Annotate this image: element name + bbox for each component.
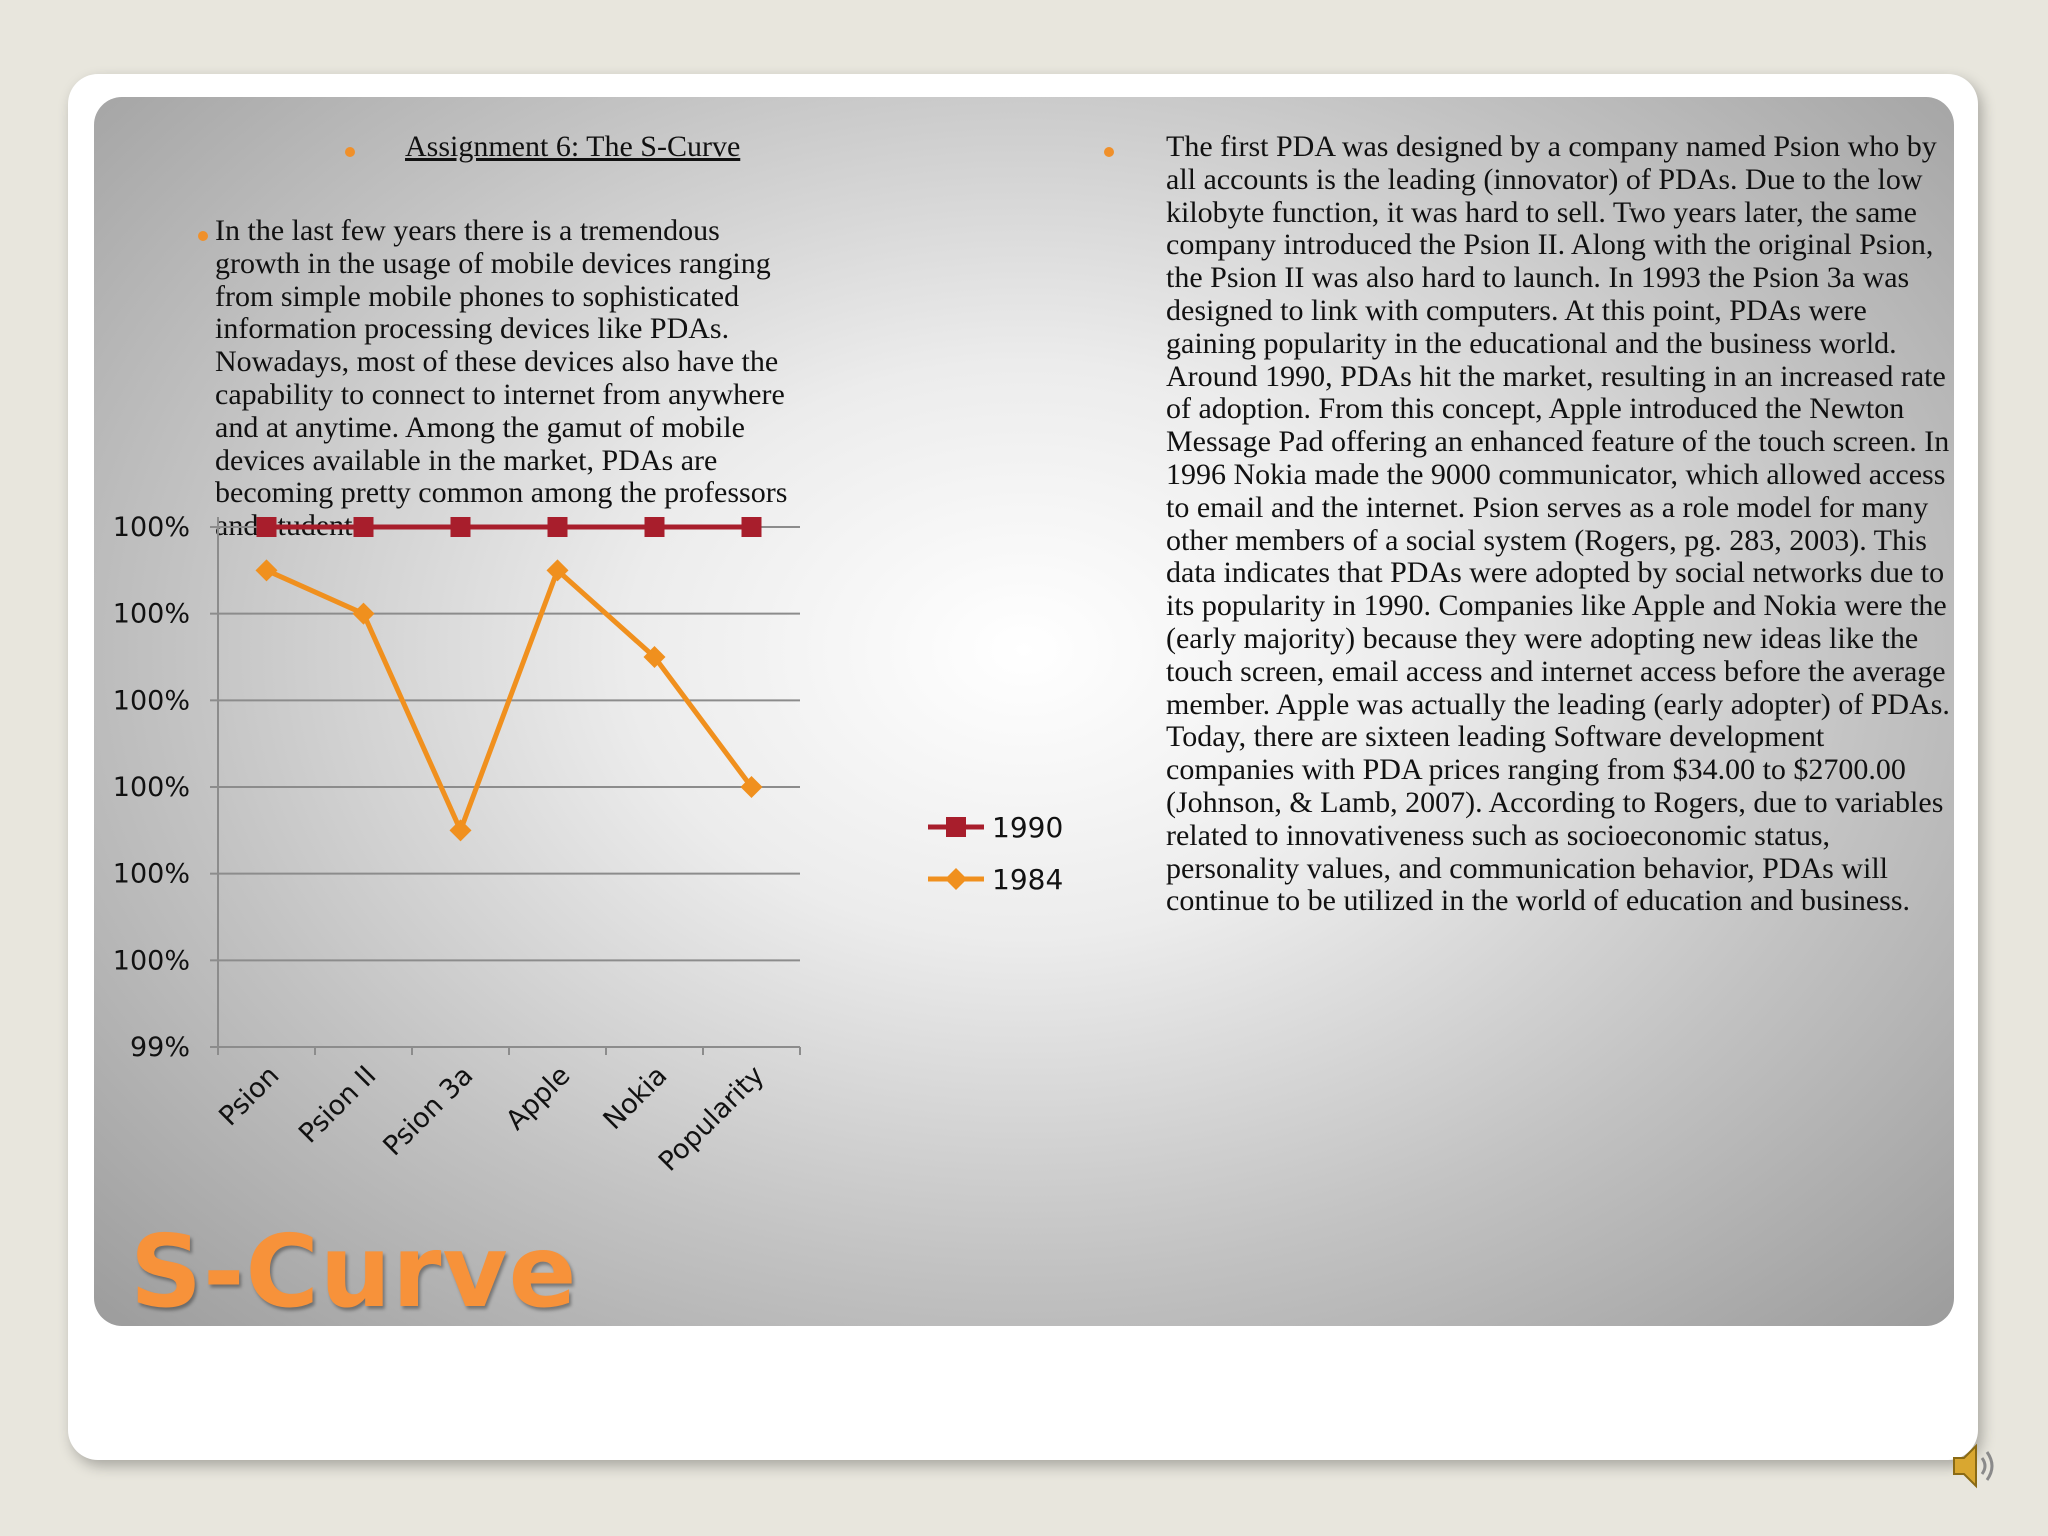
right-paragraph-bullet [1104, 147, 1114, 157]
subtitle-bullet [345, 147, 355, 157]
slide-subtitle: Assignment 6: The S-Curve [405, 130, 741, 163]
right-paragraph: The first PDA was designed by a company … [1166, 130, 1950, 918]
speaker-icon[interactable] [1950, 1436, 1998, 1501]
slide-content-panel: Assignment 6: The S-Curve In the last fe… [94, 97, 1954, 1326]
slide-title: S-Curve [130, 1213, 578, 1330]
left-paragraph-bullet [198, 231, 208, 241]
left-paragraph: In the last few years there is a tremend… [215, 214, 788, 543]
